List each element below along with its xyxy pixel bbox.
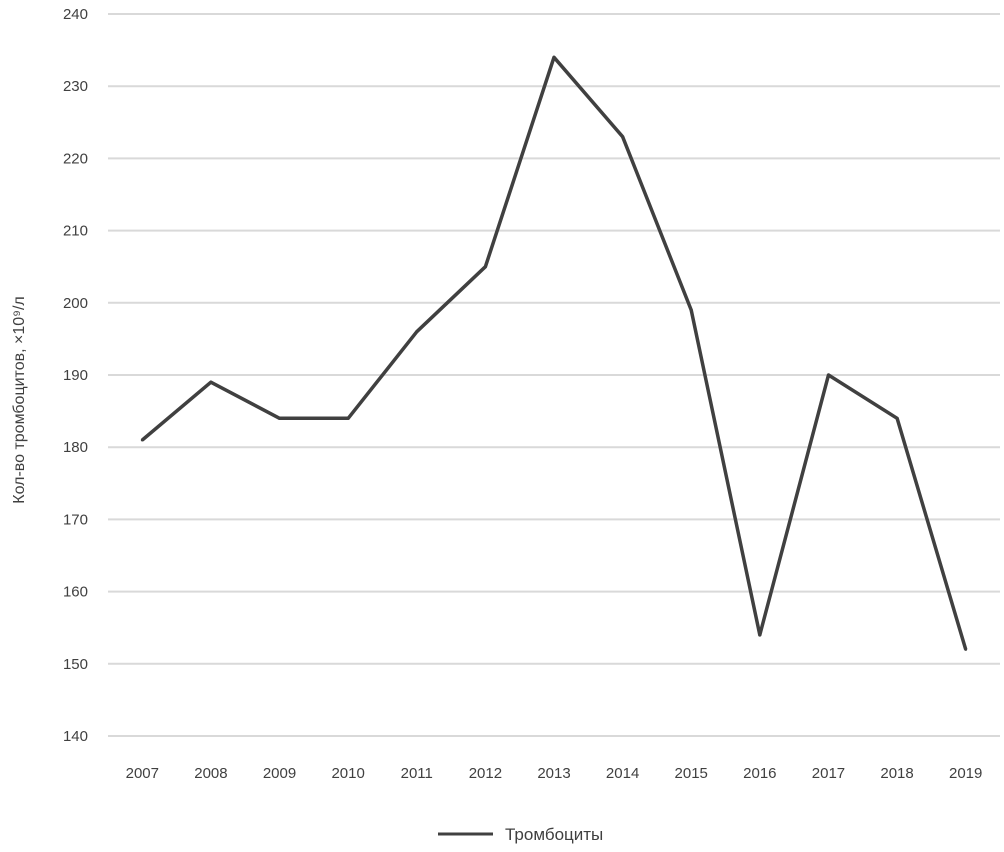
y-tick-label: 140: [63, 728, 88, 745]
x-tick-label: 2007: [126, 765, 159, 782]
y-tick-label: 190: [63, 367, 88, 384]
gridlines: [108, 13, 1000, 737]
data-point: [552, 55, 556, 59]
data-point: [483, 265, 487, 269]
y-axis-tick-labels: 140 150 160 170 180 190 200 210 220 230 240: [63, 6, 88, 745]
x-tick-label: 2015: [675, 765, 708, 782]
legend-label-trombotsity: Тромбоциты: [505, 825, 603, 844]
x-tick-label: 2014: [606, 765, 639, 782]
data-point: [209, 380, 213, 384]
data-point: [689, 308, 693, 312]
data-point: [758, 633, 762, 637]
data-point: [621, 135, 625, 139]
y-tick-label: 170: [63, 511, 88, 528]
legend: Тромбоциты: [438, 825, 603, 844]
data-point: [826, 373, 830, 377]
data-point: [964, 647, 968, 651]
x-tick-label: 2017: [812, 765, 845, 782]
y-tick-label: 230: [63, 78, 88, 95]
data-point: [415, 330, 419, 334]
x-tick-label: 2012: [469, 765, 502, 782]
x-tick-label: 2019: [949, 765, 982, 782]
y-tick-label: 180: [63, 439, 88, 456]
data-point: [140, 438, 144, 442]
x-tick-label: 2013: [537, 765, 570, 782]
series-layer: [140, 55, 968, 651]
y-axis-title: Кол-во тромбоцитов, ×10⁹/л: [11, 296, 28, 504]
x-tick-label: 2008: [194, 765, 227, 782]
y-tick-label: 160: [63, 584, 88, 601]
y-tick-label: 210: [63, 223, 88, 240]
y-tick-label: 150: [63, 656, 88, 673]
x-tick-label: 2009: [263, 765, 296, 782]
x-tick-label: 2010: [331, 765, 364, 782]
x-tick-label: 2011: [401, 765, 433, 782]
y-tick-label: 220: [63, 150, 88, 167]
y-tick-label: 200: [63, 295, 88, 312]
x-tick-label: 2016: [743, 765, 776, 782]
data-point: [278, 416, 282, 420]
data-point: [895, 416, 899, 420]
data-point: [346, 416, 350, 420]
series-line-0: [141, 55, 968, 650]
y-tick-label: 240: [63, 6, 88, 23]
x-tick-label: 2018: [880, 765, 913, 782]
x-axis-tick-labels: 2007 2008 2009 2010 2011 2012 2013 2014 2015 2016…: [126, 765, 983, 782]
